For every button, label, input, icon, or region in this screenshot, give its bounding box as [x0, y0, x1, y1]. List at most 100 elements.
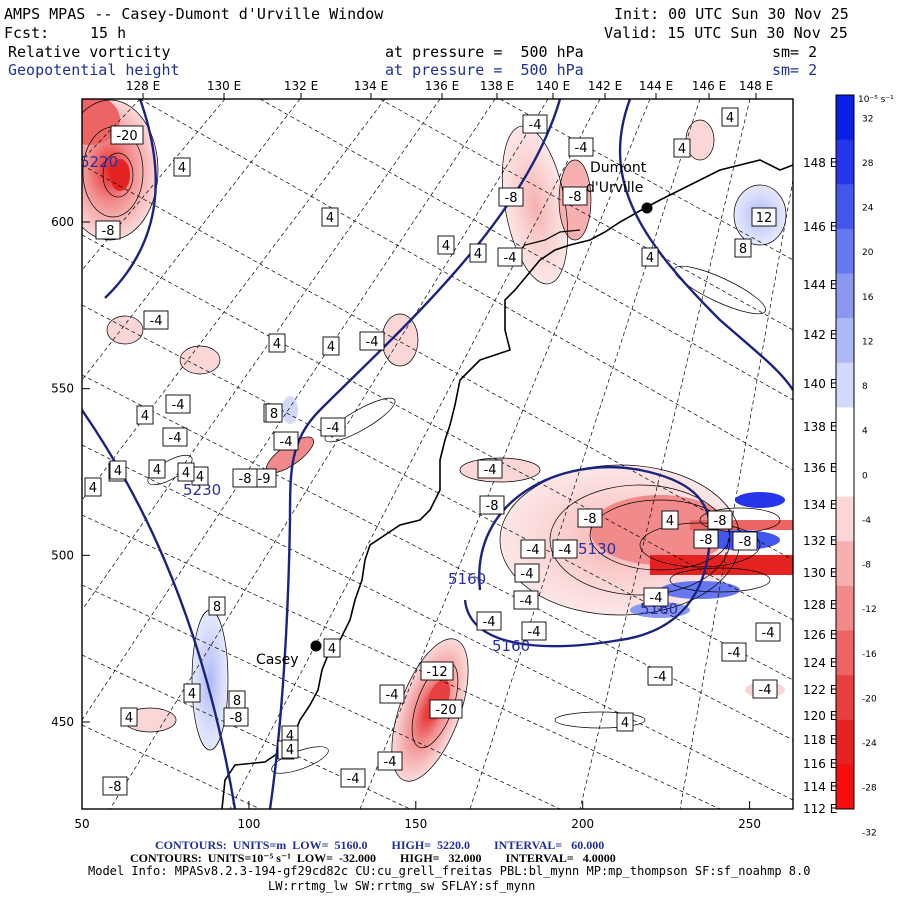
- right-longitude-label: 114 E: [803, 780, 837, 794]
- vorticity-label: 4: [474, 247, 482, 262]
- vorticity-label-box: [183, 683, 201, 703]
- x-tick-label: 100: [237, 817, 260, 831]
- vorticity-label: -4: [384, 755, 397, 770]
- vorticity-label: 8: [739, 242, 747, 257]
- top-longitude-label: 146 E: [692, 79, 726, 93]
- colorbar-tick-label: -24: [862, 739, 877, 749]
- colorbar-tick-label: -12: [862, 605, 877, 615]
- vorticity-label: -8: [239, 472, 252, 487]
- colorbar-tick-label: 24: [862, 204, 874, 214]
- right-longitude-label: 124 E: [803, 656, 837, 670]
- vorticity-labels: -20-8444-44-4-4-44444-48-4-444-4-94-84-8…: [84, 107, 781, 796]
- vorticity-label: 4: [89, 481, 97, 496]
- vorticity-label-box: [616, 712, 634, 732]
- vorticity-label-box: [514, 563, 540, 583]
- colorbar-tick-label: 0: [862, 471, 868, 481]
- vorticity-label: -8: [584, 512, 597, 527]
- right-longitude-label: 142 E: [803, 328, 837, 342]
- vorticity-label: -4: [386, 688, 399, 703]
- vorticity-label-box: [340, 768, 366, 788]
- right-longitude-label: 140 E: [803, 377, 837, 391]
- height-label: 5220: [80, 153, 118, 171]
- vorticity-label-box: [479, 495, 505, 515]
- field1-smoothing: sm= 2: [772, 43, 818, 61]
- colorbar-frame: [835, 94, 855, 810]
- vorticity-label: 4: [326, 211, 334, 226]
- vorticity-label: -8: [700, 533, 713, 548]
- top-longitude-label: 138 E: [480, 79, 514, 93]
- top-longitude-labels: 128 E 130 E 132 E 134 E 136 E 138 E 140 E 142 E…: [126, 79, 773, 99]
- forecast-label: Fcst:: [4, 24, 50, 42]
- colorbar-tick-label: 20: [862, 248, 874, 258]
- height-label: 5130: [578, 540, 616, 558]
- colorbar-swatch: [836, 630, 854, 676]
- casey-marker: [310, 640, 322, 652]
- vorticity-label: -4: [650, 591, 663, 606]
- vorticity-label: -9: [258, 472, 271, 487]
- right-longitude-label: 112 E: [803, 802, 837, 816]
- colorbar-swatch: [836, 407, 854, 453]
- right-longitude-label: 136 E: [803, 461, 837, 475]
- vorticity-label-box: [497, 247, 523, 267]
- vorticity-label: 4: [141, 409, 149, 424]
- right-longitude-label: 132 E: [803, 534, 837, 548]
- vorticity-label: -4: [521, 567, 534, 582]
- vorticity-label: -8: [109, 780, 122, 795]
- colorbar-swatch: [836, 95, 854, 141]
- vorticity-label: -4: [504, 251, 517, 266]
- vorticity-label: -4: [150, 314, 163, 329]
- colorbar-unit: 10⁻⁵ s⁻¹: [858, 95, 894, 105]
- colorbar-swatch: [836, 184, 854, 230]
- vorticity-label: 8: [270, 407, 278, 422]
- vorticity-label-box: [562, 186, 588, 206]
- right-longitude-label: 122 E: [803, 683, 837, 697]
- vorticity-label: 4: [196, 470, 204, 485]
- right-longitude-label: 118 E: [803, 733, 837, 747]
- right-longitude-label: 120 E: [803, 709, 837, 723]
- right-longitude-labels: 148 E 146 E 144 E 142 E 140 E 138 E 136 E 134 E…: [803, 156, 837, 816]
- vorticity-label: -4: [575, 141, 588, 156]
- colorbar-swatch: [836, 675, 854, 721]
- vorticity-label: -8: [739, 535, 752, 550]
- vorticity-label-box: [641, 247, 659, 267]
- casey-label: Casey: [256, 652, 299, 668]
- colorbar-swatch: [836, 318, 854, 364]
- top-longitude-label: 144 E: [639, 79, 673, 93]
- vorticity-label: 4: [188, 687, 196, 702]
- right-longitude-label: 134 E: [803, 498, 837, 512]
- vorticity-label: -4: [172, 398, 185, 413]
- vorticity-label-box: [661, 510, 679, 530]
- colorbar-swatch: [836, 273, 854, 319]
- vorticity-label-box: [136, 405, 154, 425]
- y-tick-label: 600: [51, 215, 74, 229]
- vorticity-label: -4: [483, 615, 496, 630]
- vorticity-label-box: [265, 403, 283, 423]
- colorbar-tick-label: -16: [862, 650, 877, 660]
- vorticity-label-box: [732, 531, 758, 551]
- vorticity-label: -4: [520, 594, 533, 609]
- x-tick-label: 50: [74, 817, 89, 831]
- vorticity-label: -4: [762, 626, 775, 641]
- stations: Casey Dumont d'Urville: [256, 160, 653, 668]
- right-longitude-label: 138 E: [803, 420, 837, 434]
- vorticity-label-box: [109, 460, 127, 480]
- vorticity-label-box: [322, 336, 340, 356]
- vorticity-label-box: [577, 508, 603, 528]
- vorticity-label: -20: [435, 703, 456, 718]
- map-title: AMPS MPAS -- Casey-Dumont d'Urville Wind…: [4, 5, 384, 23]
- vorticity-label: 4: [153, 463, 161, 478]
- vorticity-label: -8: [505, 191, 518, 206]
- vorticity-label: 4: [666, 514, 674, 529]
- vorticity-label: 4: [327, 340, 335, 355]
- vorticity-label-box: [520, 539, 546, 559]
- right-longitude-label: 126 E: [803, 628, 837, 642]
- vorticity-label: 4: [646, 251, 654, 266]
- vorticity-label-box: [734, 238, 752, 258]
- x-tick-label: 250: [738, 817, 761, 831]
- field1-name: Relative vorticity: [8, 43, 171, 61]
- right-longitude-label: 116 E: [803, 757, 837, 771]
- vorticity-label: -8: [714, 514, 727, 529]
- vorticity-label-box: [643, 587, 669, 607]
- colorbar-tick-label: -28: [862, 784, 877, 794]
- vorticity-label: -8: [102, 224, 115, 239]
